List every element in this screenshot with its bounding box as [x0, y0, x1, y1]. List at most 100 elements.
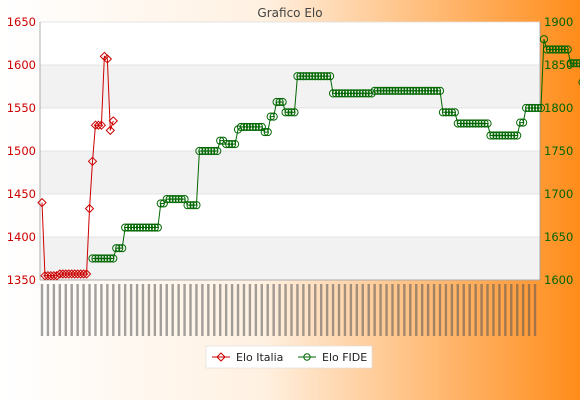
data-point-elo-fide	[328, 89, 338, 98]
data-point-elo-fide	[429, 86, 439, 95]
plot-band	[40, 237, 540, 280]
data-point-elo-fide	[349, 89, 358, 98]
data-point-elo-fide	[115, 244, 124, 253]
data-point-elo-fide	[171, 195, 180, 204]
x-tick-label	[349, 284, 353, 336]
data-point-elo-fide	[284, 108, 293, 117]
plot-band	[40, 151, 540, 194]
data-point-elo-fide	[435, 86, 445, 95]
data-point-elo-fide	[239, 122, 249, 132]
data-point-elo-fide	[132, 223, 142, 232]
x-tick-label	[486, 284, 489, 336]
x-tick-label	[409, 284, 412, 336]
x-tick-label	[147, 284, 151, 336]
x-tick-label	[64, 284, 67, 336]
y-tick-label-right: 1700	[544, 187, 573, 201]
data-point-elo-fide	[418, 86, 427, 95]
data-point-elo-fide	[165, 195, 174, 204]
data-point-elo-fide	[569, 59, 578, 68]
y-tick-label-left: 1600	[7, 58, 36, 72]
x-tick-label	[177, 284, 180, 336]
x-tick-label	[242, 284, 246, 336]
x-tick-label	[236, 284, 240, 336]
x-tick-label	[521, 284, 525, 336]
data-point-elo-fide	[406, 86, 415, 95]
data-point-elo-fide	[551, 45, 560, 54]
x-tick-label	[426, 284, 430, 336]
data-point-elo-fide	[477, 119, 486, 128]
x-tick-label	[397, 284, 400, 336]
x-tick-label	[266, 284, 269, 336]
data-point-elo-fide	[127, 223, 136, 232]
data-point-elo-fide	[174, 195, 183, 204]
data-point-elo-fide	[376, 86, 385, 95]
data-point-elo-fide	[343, 89, 353, 98]
data-point-elo-fide	[498, 131, 507, 140]
y-tick-label-left: 1350	[7, 273, 36, 287]
x-tick-label	[58, 284, 62, 336]
legend: Elo Italia Elo FIDE	[205, 345, 373, 369]
data-point-elo-fide	[97, 254, 106, 263]
y-tick-label-left: 1550	[7, 101, 36, 115]
data-point-elo-fide	[156, 199, 165, 208]
data-point-elo-fide	[545, 45, 554, 54]
data-point-elo-fide	[394, 86, 403, 95]
data-point-elo-fide	[299, 72, 308, 81]
data-point-elo-fide	[412, 86, 421, 95]
x-tick-label	[343, 284, 347, 336]
x-tick-label	[444, 284, 448, 336]
x-tick-label	[207, 284, 210, 336]
data-point-elo-italia	[87, 156, 98, 167]
data-point-elo-italia	[102, 54, 113, 64]
data-point-elo-fide	[183, 201, 192, 210]
x-tick-label	[159, 284, 163, 336]
data-point-elo-fide	[225, 140, 234, 149]
x-tick-label	[319, 284, 323, 336]
x-tick-label	[302, 284, 305, 336]
x-tick-label	[189, 284, 192, 336]
plot-band	[40, 65, 540, 108]
x-tick-label	[70, 284, 73, 336]
x-tick-label	[100, 284, 103, 336]
data-point-elo-fide	[236, 122, 246, 132]
data-point-elo-fide	[462, 119, 471, 128]
x-tick-label	[438, 284, 442, 336]
x-tick-label	[123, 284, 127, 336]
data-point-elo-fide	[337, 89, 347, 98]
data-point-elo-fide	[177, 195, 186, 204]
data-point-elo-fide	[121, 223, 130, 232]
data-point-elo-italia	[84, 203, 95, 214]
y-tick-label-right: 1850	[544, 58, 573, 72]
x-tick-label	[230, 284, 234, 336]
x-tick-label	[219, 284, 222, 336]
data-point-elo-fide	[245, 122, 255, 132]
data-point-elo-fide	[578, 78, 580, 86]
x-tick-label	[325, 284, 329, 336]
data-point-elo-fide	[382, 86, 391, 95]
y-tick-label-left: 1500	[7, 144, 36, 158]
x-tick-label	[504, 284, 507, 336]
data-point-elo-fide	[426, 86, 436, 95]
legend-marker-shape-elo-italia	[216, 352, 226, 362]
data-point-elo-fide	[527, 103, 537, 113]
y-tick-label-left: 1400	[7, 230, 36, 244]
data-point-elo-fide	[391, 86, 400, 95]
x-tick-label	[278, 284, 281, 336]
data-point-elo-fide	[118, 244, 127, 253]
data-point-elo-fide	[153, 223, 162, 232]
data-point-elo-fide	[293, 72, 302, 81]
data-point-elo-fide	[106, 254, 115, 263]
series-elo-fide	[88, 35, 580, 263]
x-tick-label	[367, 284, 370, 336]
data-point-elo-fide	[311, 72, 320, 81]
data-point-elo-fide	[278, 97, 287, 107]
x-tick-label	[112, 284, 115, 336]
data-point-elo-fide	[94, 254, 103, 263]
x-tick-label	[284, 284, 287, 336]
data-point-elo-fide	[355, 89, 364, 98]
data-point-elo-fide	[483, 119, 492, 128]
data-point-elo-fide	[162, 195, 171, 204]
data-point-elo-fide	[548, 45, 557, 54]
data-point-elo-fide	[269, 112, 278, 121]
